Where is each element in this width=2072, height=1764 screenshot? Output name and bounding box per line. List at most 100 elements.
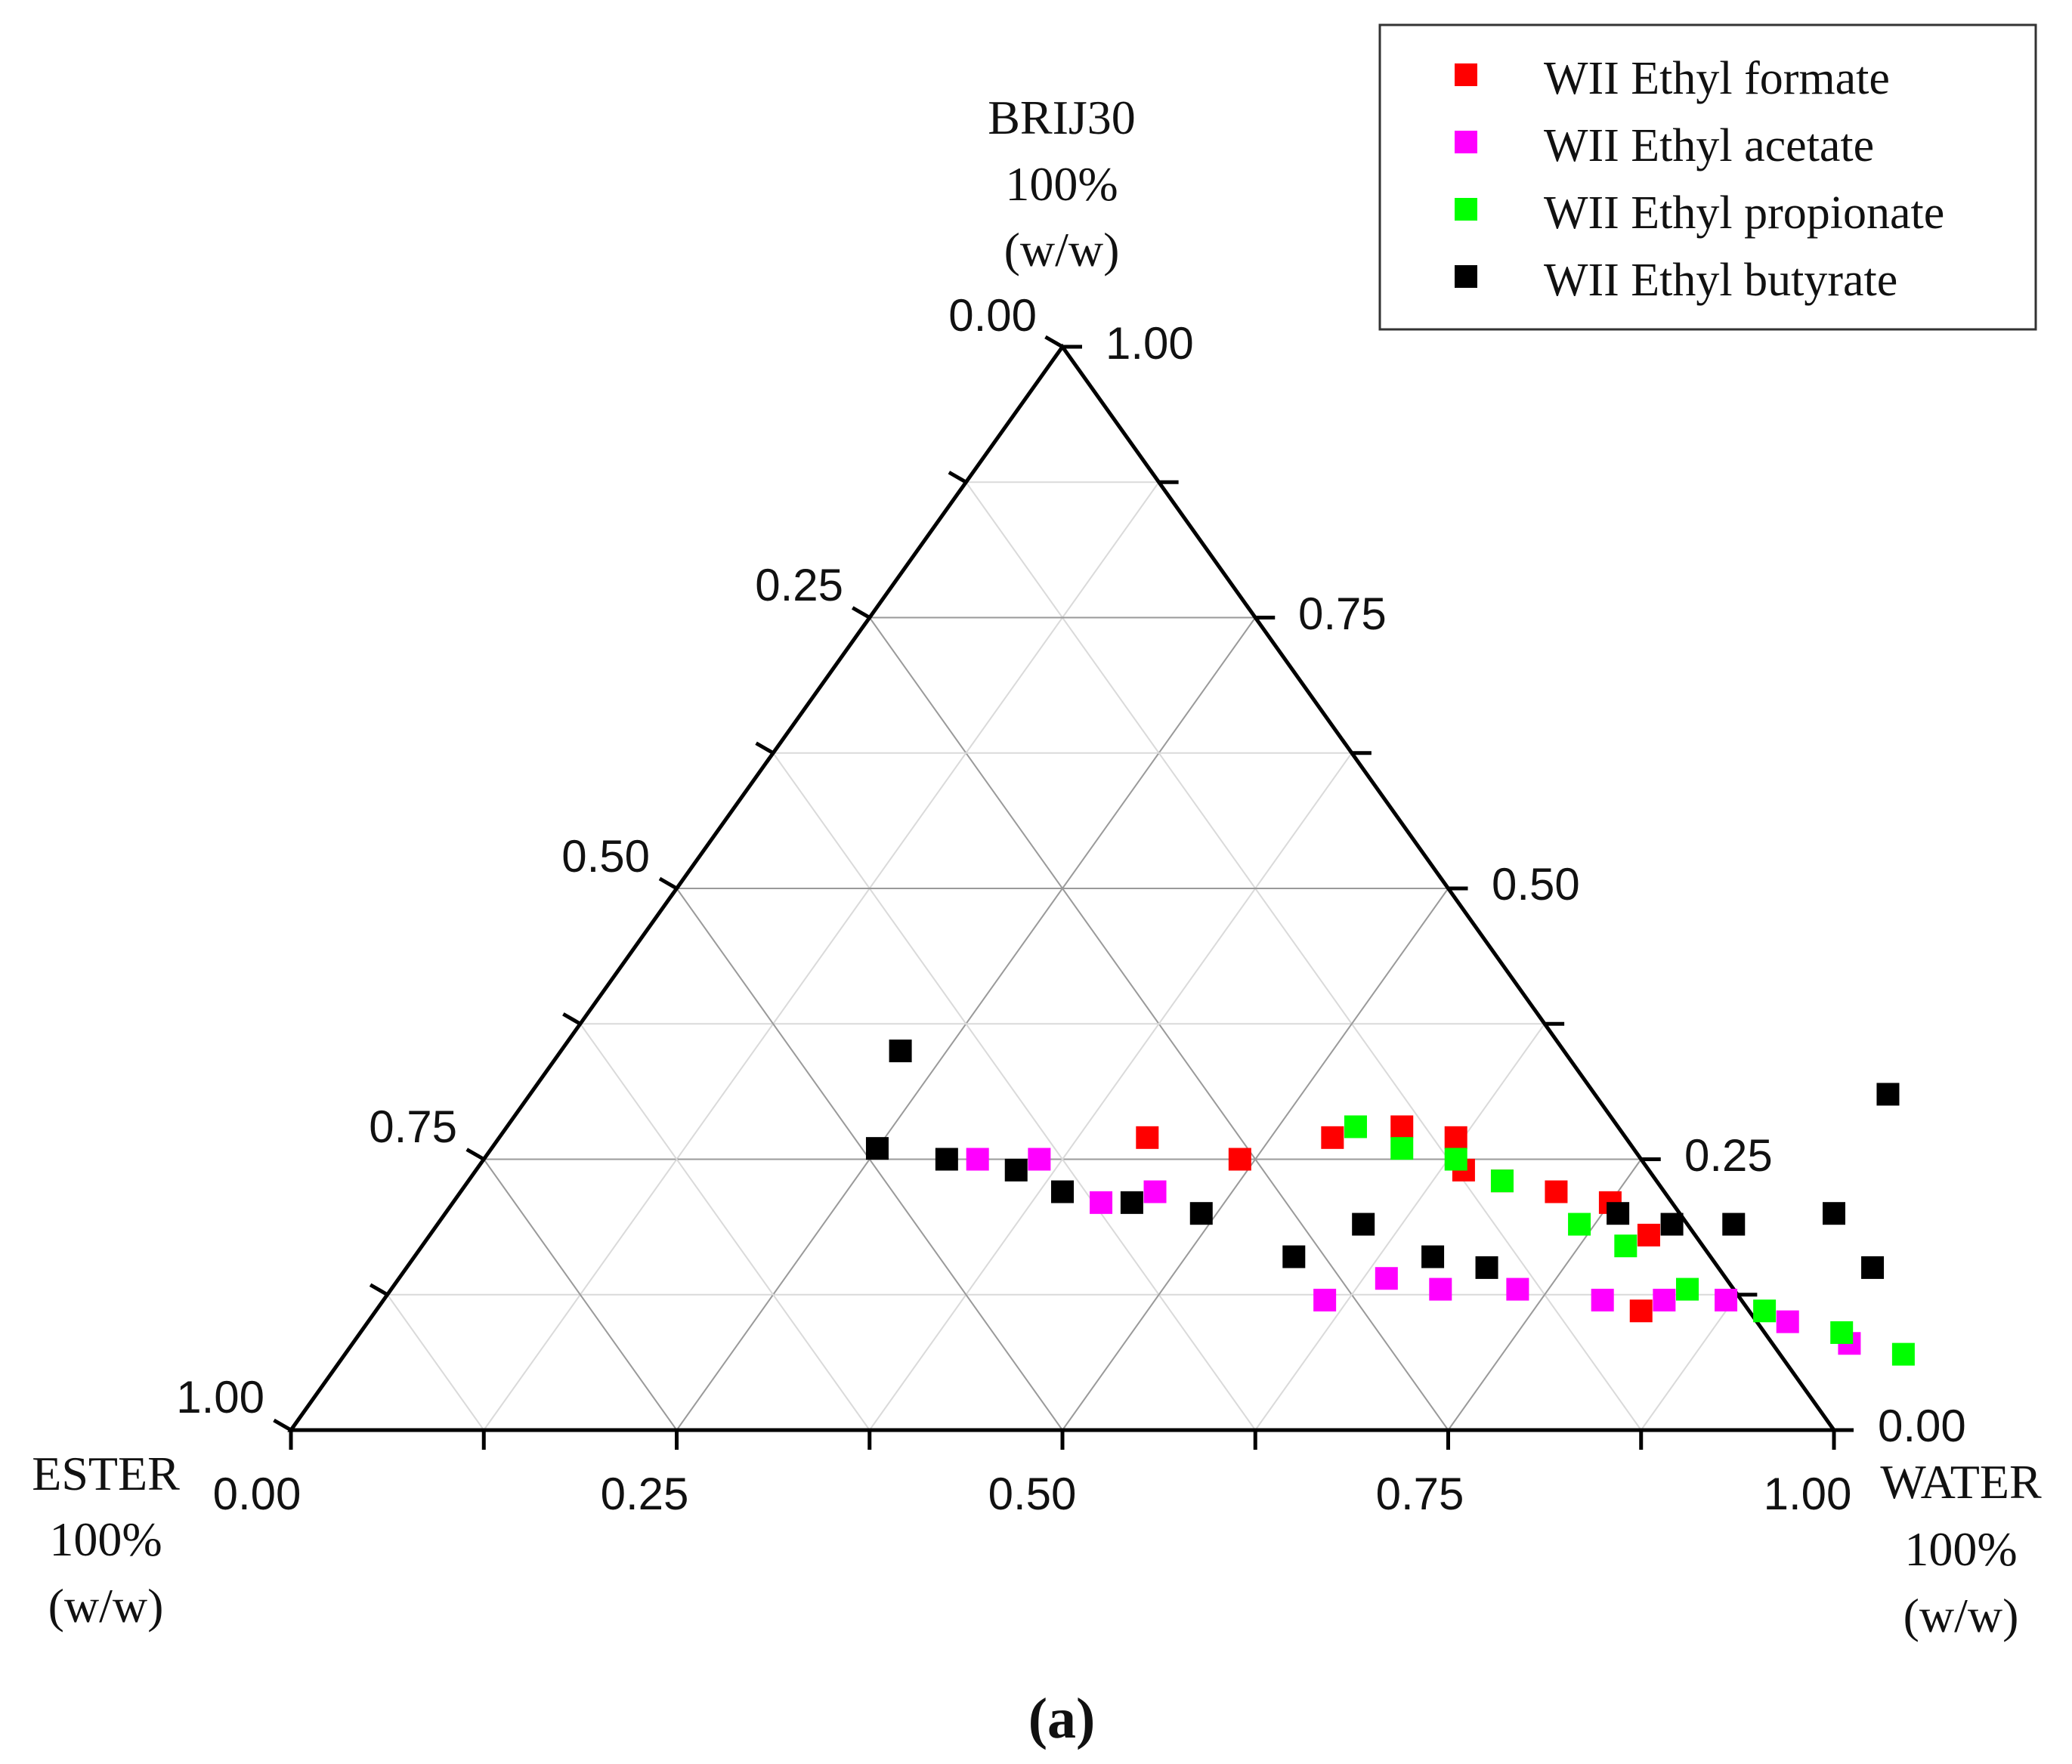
legend-label-0: WII Ethyl formate <box>1544 53 1890 104</box>
data-point-series-1-1 <box>1028 1148 1051 1171</box>
data-point-series-3-4 <box>1051 1180 1074 1203</box>
data-point-series-2-4 <box>1568 1213 1591 1236</box>
data-point-series-3-6 <box>1189 1202 1213 1225</box>
tick-left-7 <box>948 471 967 484</box>
data-point-series-3-7 <box>1282 1245 1306 1268</box>
legend: WII Ethyl formate WII Ethyl acetate WII … <box>1378 23 2037 331</box>
left-axis-title-line-1: ESTER <box>32 1447 180 1500</box>
data-point-series-0-2 <box>1321 1126 1344 1149</box>
tick-left-0 <box>273 1418 292 1432</box>
data-point-series-3-0 <box>889 1040 912 1063</box>
grid-line-water-5 <box>1254 1023 1545 1431</box>
data-point-series-1-3 <box>1143 1180 1167 1203</box>
right-axis-title-line-1: WATER <box>1880 1455 2042 1509</box>
right-tick-label-3: 0.25 <box>1684 1130 1773 1181</box>
grid-line-ester-7 <box>386 1294 485 1431</box>
grid <box>386 481 1739 1431</box>
data-point-series-2-2 <box>1444 1148 1467 1171</box>
legend-marker-3 <box>1455 265 1477 288</box>
data-point-series-0-10 <box>1629 1299 1653 1323</box>
data-point-series-1-5 <box>1375 1267 1398 1290</box>
legend-label-3: WII Ethyl butyrate <box>1544 255 1897 306</box>
data-point-series-3-16 <box>1876 1083 1900 1106</box>
grid-line-ester-6 <box>483 1158 678 1431</box>
data-point-series-0-3 <box>1390 1115 1414 1138</box>
figure-caption: (a) <box>1028 1687 1096 1750</box>
bottom-tick-label-4: 1.00 <box>1764 1469 1852 1519</box>
ticks <box>273 335 1854 1450</box>
left-axis-title-line-3: (w/w) <box>48 1579 164 1633</box>
legend-marker-0 <box>1455 63 1477 86</box>
left-tick-label-2: 0.50 <box>561 831 650 882</box>
data-point-series-2-8 <box>1830 1321 1854 1344</box>
data-point-series-2-7 <box>1753 1299 1777 1323</box>
bottom-tick-label-0: 0.00 <box>213 1469 302 1519</box>
grid-line-water-4 <box>1062 888 1449 1431</box>
data-point-series-2-6 <box>1676 1277 1699 1301</box>
data-point-series-3-5 <box>1120 1191 1143 1214</box>
data-point-series-1-2 <box>1090 1191 1113 1214</box>
right-tick-label-0: 1.00 <box>1106 318 1194 369</box>
data-point-series-1-4 <box>1313 1288 1337 1311</box>
tick-left-4 <box>658 876 678 891</box>
left-axis-title-line-2: 100% <box>49 1512 162 1566</box>
top-axis-title-line-3: (w/w) <box>1004 223 1120 276</box>
grid-line-water-1 <box>483 481 1160 1431</box>
legend-label-1: WII Ethyl acetate <box>1544 120 1874 171</box>
grid-line-ester-1 <box>965 481 1642 1431</box>
grid-line-ester-3 <box>772 752 1257 1431</box>
right-tick-label-4: 0.00 <box>1878 1401 1966 1451</box>
right-tick-label-2: 0.50 <box>1492 859 1580 910</box>
data-point-series-0-6 <box>1545 1180 1568 1203</box>
data-point-series-0-4 <box>1444 1126 1467 1149</box>
left-tick-label-1: 0.25 <box>755 560 843 610</box>
data-points <box>865 1040 1915 1366</box>
right-tick-label-1: 0.75 <box>1298 589 1387 639</box>
tick-left-3 <box>562 1012 582 1026</box>
data-point-series-1-7 <box>1506 1277 1529 1301</box>
bottom-tick-label-1: 0.25 <box>601 1469 689 1519</box>
data-point-series-2-9 <box>1891 1342 1915 1366</box>
left-tick-label-3: 0.75 <box>369 1101 457 1152</box>
grid-line-water-3 <box>868 752 1353 1431</box>
bottom-tick-label-3: 0.75 <box>1376 1469 1464 1519</box>
data-point-series-3-8 <box>1352 1213 1375 1236</box>
tick-left-2 <box>465 1148 485 1161</box>
data-point-series-3-14 <box>1823 1202 1845 1225</box>
data-point-series-2-5 <box>1614 1234 1637 1258</box>
data-point-series-1-8 <box>1591 1288 1614 1311</box>
tick-left-8 <box>1044 335 1064 349</box>
tick-left-6 <box>851 606 871 619</box>
legend-marker-1 <box>1455 131 1477 153</box>
data-point-series-0-8 <box>1637 1223 1660 1247</box>
data-point-series-1-10 <box>1715 1288 1738 1311</box>
data-point-series-3-10 <box>1475 1256 1498 1279</box>
bottom-tick-label-2: 0.50 <box>988 1469 1077 1519</box>
data-point-series-3-15 <box>1861 1256 1885 1279</box>
grid-line-ester-5 <box>580 1023 871 1431</box>
data-point-series-0-1 <box>1228 1148 1251 1171</box>
legend-marker-2 <box>1455 198 1477 221</box>
top-axis-title-line-2: 100% <box>1005 157 1118 211</box>
data-point-series-1-6 <box>1429 1277 1452 1301</box>
data-point-series-3-1 <box>865 1137 889 1160</box>
left-tick-label-4: 1.00 <box>176 1372 264 1423</box>
legend-box <box>1378 23 2037 331</box>
tick-left-5 <box>755 741 775 755</box>
data-point-series-2-0 <box>1344 1115 1367 1138</box>
left-tick-label-0: 0.00 <box>948 290 1037 341</box>
data-point-series-1-11 <box>1776 1310 1799 1333</box>
data-point-series-3-12 <box>1660 1213 1684 1236</box>
data-point-series-3-2 <box>935 1148 958 1171</box>
right-axis-title-line-2: 100% <box>1904 1522 2017 1576</box>
data-point-series-3-9 <box>1421 1245 1445 1268</box>
data-point-series-1-9 <box>1653 1288 1676 1311</box>
data-point-series-2-3 <box>1490 1169 1514 1193</box>
data-point-series-3-13 <box>1722 1213 1746 1236</box>
tick-left-1 <box>369 1283 388 1296</box>
data-point-series-3-11 <box>1607 1202 1630 1225</box>
data-point-series-1-0 <box>966 1148 989 1171</box>
right-axis-title-line-3: (w/w) <box>1903 1589 2019 1642</box>
grid-line-water-7 <box>1640 1294 1739 1431</box>
